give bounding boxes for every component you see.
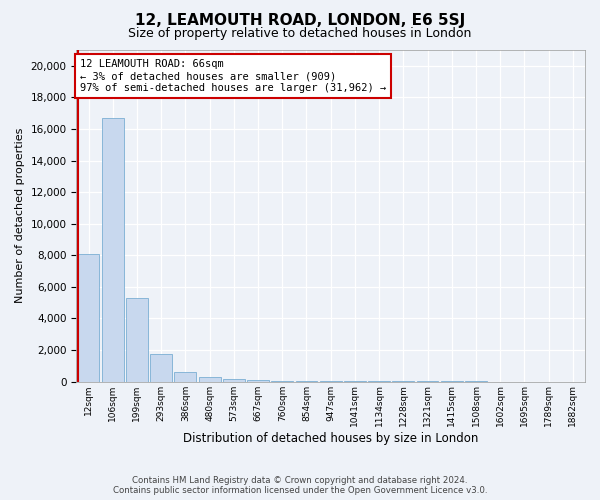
Bar xyxy=(150,354,172,382)
Bar xyxy=(199,377,221,382)
X-axis label: Distribution of detached houses by size in London: Distribution of detached houses by size … xyxy=(183,432,478,445)
Text: 12, LEAMOUTH ROAD, LONDON, E6 5SJ: 12, LEAMOUTH ROAD, LONDON, E6 5SJ xyxy=(135,12,465,28)
Text: Size of property relative to detached houses in London: Size of property relative to detached ho… xyxy=(128,28,472,40)
Bar xyxy=(223,379,245,382)
Bar xyxy=(271,381,293,382)
Bar xyxy=(126,298,148,382)
Bar xyxy=(296,381,317,382)
Bar xyxy=(247,380,269,382)
Text: Contains HM Land Registry data © Crown copyright and database right 2024.
Contai: Contains HM Land Registry data © Crown c… xyxy=(113,476,487,495)
Text: 12 LEAMOUTH ROAD: 66sqm
← 3% of detached houses are smaller (909)
97% of semi-de: 12 LEAMOUTH ROAD: 66sqm ← 3% of detached… xyxy=(80,60,386,92)
Y-axis label: Number of detached properties: Number of detached properties xyxy=(15,128,25,304)
Bar xyxy=(102,118,124,382)
Bar xyxy=(175,372,196,382)
Bar xyxy=(77,254,100,382)
